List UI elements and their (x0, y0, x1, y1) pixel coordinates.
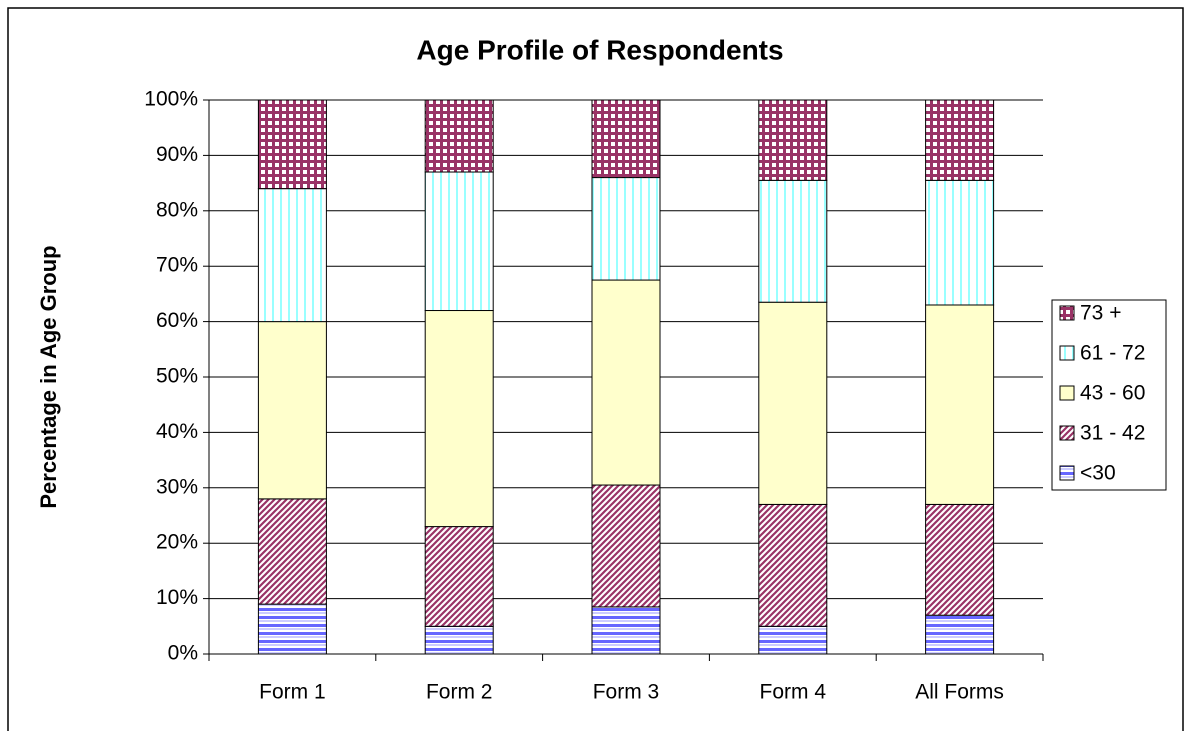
legend-swatch (1059, 345, 1075, 361)
y-tick-label: 60% (156, 309, 198, 332)
legend-swatch (1059, 385, 1075, 401)
legend-label: 73 + (1080, 302, 1121, 325)
y-axis-label: Percentage in Age Group (36, 245, 61, 508)
bar-segment (424, 625, 494, 655)
bar-segment (424, 310, 494, 528)
bar-segment (257, 603, 327, 655)
legend-label: 43 - 60 (1080, 382, 1145, 405)
chart-title: Age Profile of Respondents (416, 34, 783, 65)
bar-segment (758, 301, 828, 505)
bar-segment (257, 99, 327, 190)
bar-segment (257, 321, 327, 500)
x-tick-label: Form 3 (593, 681, 660, 704)
bar-segment (591, 606, 661, 655)
legend-swatch (1059, 305, 1075, 321)
x-tick-label: All Forms (915, 681, 1004, 704)
bar-segment (424, 171, 494, 312)
bar-segment (925, 304, 995, 505)
y-tick-label: 20% (156, 531, 198, 554)
bar-segment (257, 498, 327, 605)
legend-label: <30 (1080, 462, 1116, 485)
bar-segment (925, 99, 995, 181)
x-tick-label: Form 4 (760, 681, 827, 704)
legend-label: 31 - 42 (1080, 422, 1145, 445)
y-tick-label: 10% (156, 586, 198, 609)
y-tick-label: 80% (156, 198, 198, 221)
bar-segment (925, 179, 995, 306)
legend-swatch (1059, 425, 1075, 441)
y-tick-label: 30% (156, 475, 198, 498)
x-tick-label: Form 2 (426, 681, 493, 704)
y-tick-label: 90% (156, 143, 198, 166)
y-tick-label: 50% (156, 365, 198, 388)
y-tick-label: 0% (168, 642, 198, 665)
bar-segment (758, 179, 828, 303)
y-tick-label: 70% (156, 254, 198, 277)
y-tick-label: 100% (144, 88, 198, 111)
bar-segment (925, 503, 995, 616)
y-tick-label: 40% (156, 420, 198, 443)
bar-segment (257, 188, 327, 323)
bar-segment (591, 279, 661, 486)
bar-segment (591, 484, 661, 608)
bar-segment (424, 99, 494, 173)
bar-segment (591, 177, 661, 281)
bar-segment (925, 614, 995, 655)
bar-segment (424, 526, 494, 627)
x-tick-label: Form 1 (259, 681, 326, 704)
legend-label: 61 - 72 (1080, 342, 1145, 365)
bar-segment (758, 503, 828, 627)
bar-segment (758, 625, 828, 655)
legend-swatch (1059, 465, 1075, 481)
bar-segment (591, 99, 661, 179)
bar-segment (758, 99, 828, 181)
